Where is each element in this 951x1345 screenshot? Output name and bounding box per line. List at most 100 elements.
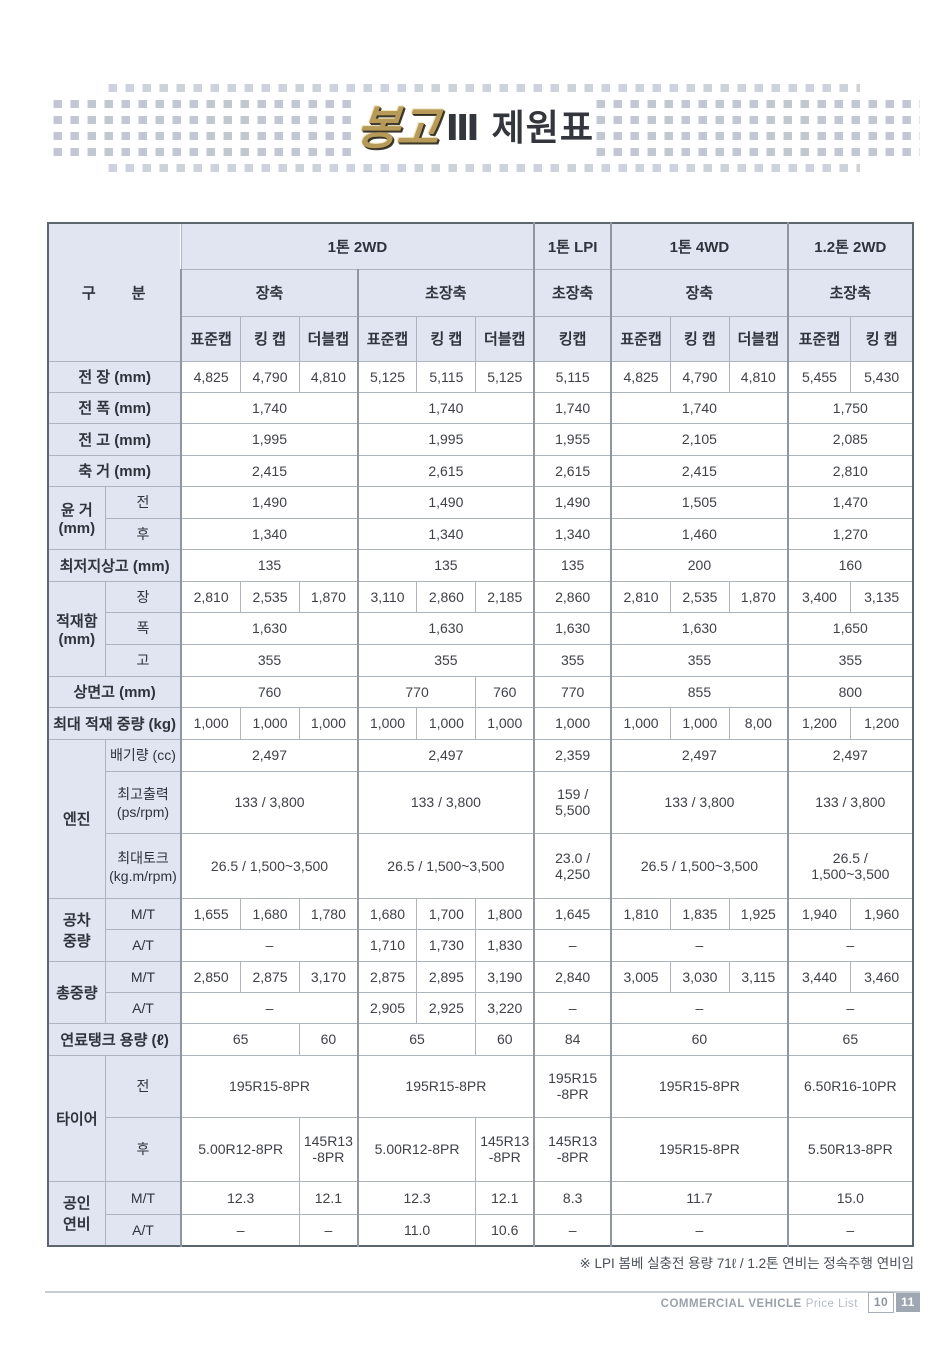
spec-cell: 195R15 -8PR: [533, 1054, 612, 1118]
table-row: 상면고 (mm) 760 770 760 770 855 800: [47, 675, 914, 708]
spec-cell: 65: [180, 1022, 301, 1056]
sub-label-rear: 후: [104, 517, 182, 550]
cab-header: 표준캡: [180, 315, 241, 362]
spec-cell: 11.7: [610, 1180, 789, 1215]
table-row: A/T – 1,710 1,730 1,830 – – –: [48, 928, 914, 962]
spec-cell: 760: [475, 675, 535, 708]
table-row: A/T – – 11.0 10.6 – – –: [48, 1213, 914, 1247]
spec-cell: 133 / 3,800: [786, 770, 914, 834]
spec-cell: 1,000: [669, 706, 730, 740]
spec-cell: 2,905: [356, 991, 418, 1024]
spec-cell: 3,190: [475, 960, 535, 993]
spec-cell: 12.1: [475, 1180, 535, 1215]
spec-cell: 1,490: [533, 485, 612, 519]
spec-table: 구 분 1톤 2WD 1톤 LPI 1톤 4WD 1.2톤 2WD 장축 초장축…: [47, 222, 914, 1247]
spec-cell: 3,135: [850, 580, 914, 613]
spec-cell: 2,497: [356, 738, 535, 772]
table-row: 타이어 전 195R15-8PR 195R15-8PR 195R15 -8PR …: [47, 1054, 914, 1182]
cab-header: 표준캡: [786, 315, 852, 362]
spec-cell: –: [610, 1213, 789, 1247]
cab-header: 표준캡: [610, 315, 671, 362]
spec-cell: 1,750: [786, 391, 914, 424]
spec-cell: 8,00: [728, 706, 789, 740]
col-group-1t-4wd: 1톤 4WD: [610, 222, 789, 270]
table-row: 전 장 (mm) 4,825 4,790 4,810 5,125 5,115 5…: [47, 360, 914, 393]
row-label-fuel-tank: 연료탱크 용량 (ℓ): [47, 1022, 182, 1056]
table-row: 총중량 M/T 2,850 2,875 3,170 2,875 2,895 3,…: [47, 960, 914, 1024]
spec-cell: 195R15-8PR: [180, 1054, 359, 1118]
sub-label-rear: 후: [104, 1116, 182, 1182]
spec-cell: 2,875: [356, 960, 418, 993]
table-row: 적재함 (mm) 장 2,810 2,535 1,870 3,110 2,860…: [47, 580, 914, 677]
spec-cell: 770: [533, 675, 612, 708]
spec-cell: 200: [610, 548, 789, 582]
spec-cell: 2,895: [416, 960, 477, 993]
spec-cell: 1,645: [533, 897, 612, 930]
sub-label-max-power: 최고출력 (ps/rpm): [104, 770, 182, 834]
spec-cell: 12.1: [299, 1180, 359, 1215]
cab-header: 킹 캡: [669, 315, 730, 362]
sub-label-displacement: 배기량 (cc): [104, 738, 182, 772]
spec-cell: 133 / 3,800: [610, 770, 789, 834]
row-label-max-payload: 최대 적재 중량 (kg): [47, 706, 182, 740]
table-row: 최저지상고 (mm) 135 135 135 200 160: [47, 548, 914, 582]
spec-cell: 23.0 / 4,250: [533, 832, 612, 899]
spec-cell: 1,800: [475, 897, 535, 930]
row-label-ground-clearance: 최저지상고 (mm): [47, 548, 182, 582]
spec-cell: 1,490: [180, 485, 359, 519]
cab-header: 더블캡: [475, 315, 535, 362]
spec-cell: 133 / 3,800: [356, 770, 535, 834]
table-row: 최대토크 (kg.m/rpm) 26.5 / 1,500~3,500 26.5 …: [48, 832, 914, 899]
spec-cell: 2,615: [533, 454, 612, 487]
spec-cell: 65: [356, 1022, 477, 1056]
spec-cell: 1,740: [356, 391, 535, 424]
spec-cell: 1,470: [786, 485, 914, 519]
spec-cell: 3,170: [299, 960, 359, 993]
spec-cell: 2,810: [180, 580, 241, 613]
spec-cell: 5,125: [356, 360, 418, 393]
spec-cell: –: [786, 1213, 914, 1247]
page-title: 봉고 Ⅲ 제원표: [0, 92, 951, 158]
spec-cell: 355: [786, 643, 914, 677]
spec-cell: 1,830: [475, 928, 535, 962]
table-row: 연료탱크 용량 (ℓ) 65 60 65 60 84 60 65: [47, 1022, 914, 1056]
spec-cell: 1,995: [356, 422, 535, 456]
spec-cell: 26.5 / 1,500~3,500: [610, 832, 789, 899]
spec-cell: 145R13 -8PR: [475, 1116, 535, 1182]
spec-cell: 1,000: [180, 706, 241, 740]
spec-cell: 65: [786, 1022, 914, 1056]
table-row: 장축 초장축 초장축 장축 초장축: [48, 268, 914, 317]
spec-cell: 2,359: [533, 738, 612, 772]
table-row: 엔진 배기량 (cc) 2,497 2,497 2,359 2,497 2,49…: [47, 738, 914, 899]
spec-cell: 3,110: [356, 580, 418, 613]
table-row: 구 분 1톤 2WD 1톤 LPI 1톤 4WD 1.2톤 2WD: [47, 222, 914, 362]
spec-cell: 1,810: [610, 897, 671, 930]
footer-brand: COMMERCIAL VEHICLE: [660, 1298, 802, 1311]
spec-cell: 12.3: [180, 1180, 301, 1215]
spec-cell: –: [299, 1213, 359, 1247]
table-row: 전 폭 (mm) 1,740 1,740 1,740 1,740 1,750: [47, 391, 914, 424]
spec-cell: 1,460: [610, 517, 789, 550]
spec-cell: 1,680: [239, 897, 301, 930]
spec-cell: 6.50R16-10PR: [786, 1054, 914, 1118]
spec-cell: 355: [533, 643, 612, 677]
row-label-height: 전 고 (mm): [47, 422, 182, 456]
cab-header: 킹캡: [533, 315, 612, 362]
spec-cell: 15.0: [786, 1180, 914, 1215]
spec-cell: 2,810: [786, 454, 914, 487]
spec-cell: 8.3: [533, 1180, 612, 1215]
cab-header: 더블캡: [728, 315, 789, 362]
spec-cell: 11.0: [356, 1213, 477, 1247]
spec-cell: 145R13 -8PR: [533, 1116, 612, 1182]
axle-header: 장축: [180, 268, 359, 317]
spec-cell: 1,835: [669, 897, 730, 930]
spec-cell: 2,860: [533, 580, 612, 613]
spec-cell: 4,810: [299, 360, 359, 393]
spec-cell: 1,780: [299, 897, 359, 930]
footer: COMMERCIAL VEHICLE Price List 10 11: [45, 1292, 920, 1313]
spec-cell: 2,415: [180, 454, 359, 487]
spec-cell: 4,825: [610, 360, 671, 393]
cab-header: 킹 캡: [416, 315, 477, 362]
spec-cell: 355: [180, 643, 359, 677]
spec-cell: 5.00R12-8PR: [356, 1116, 477, 1182]
